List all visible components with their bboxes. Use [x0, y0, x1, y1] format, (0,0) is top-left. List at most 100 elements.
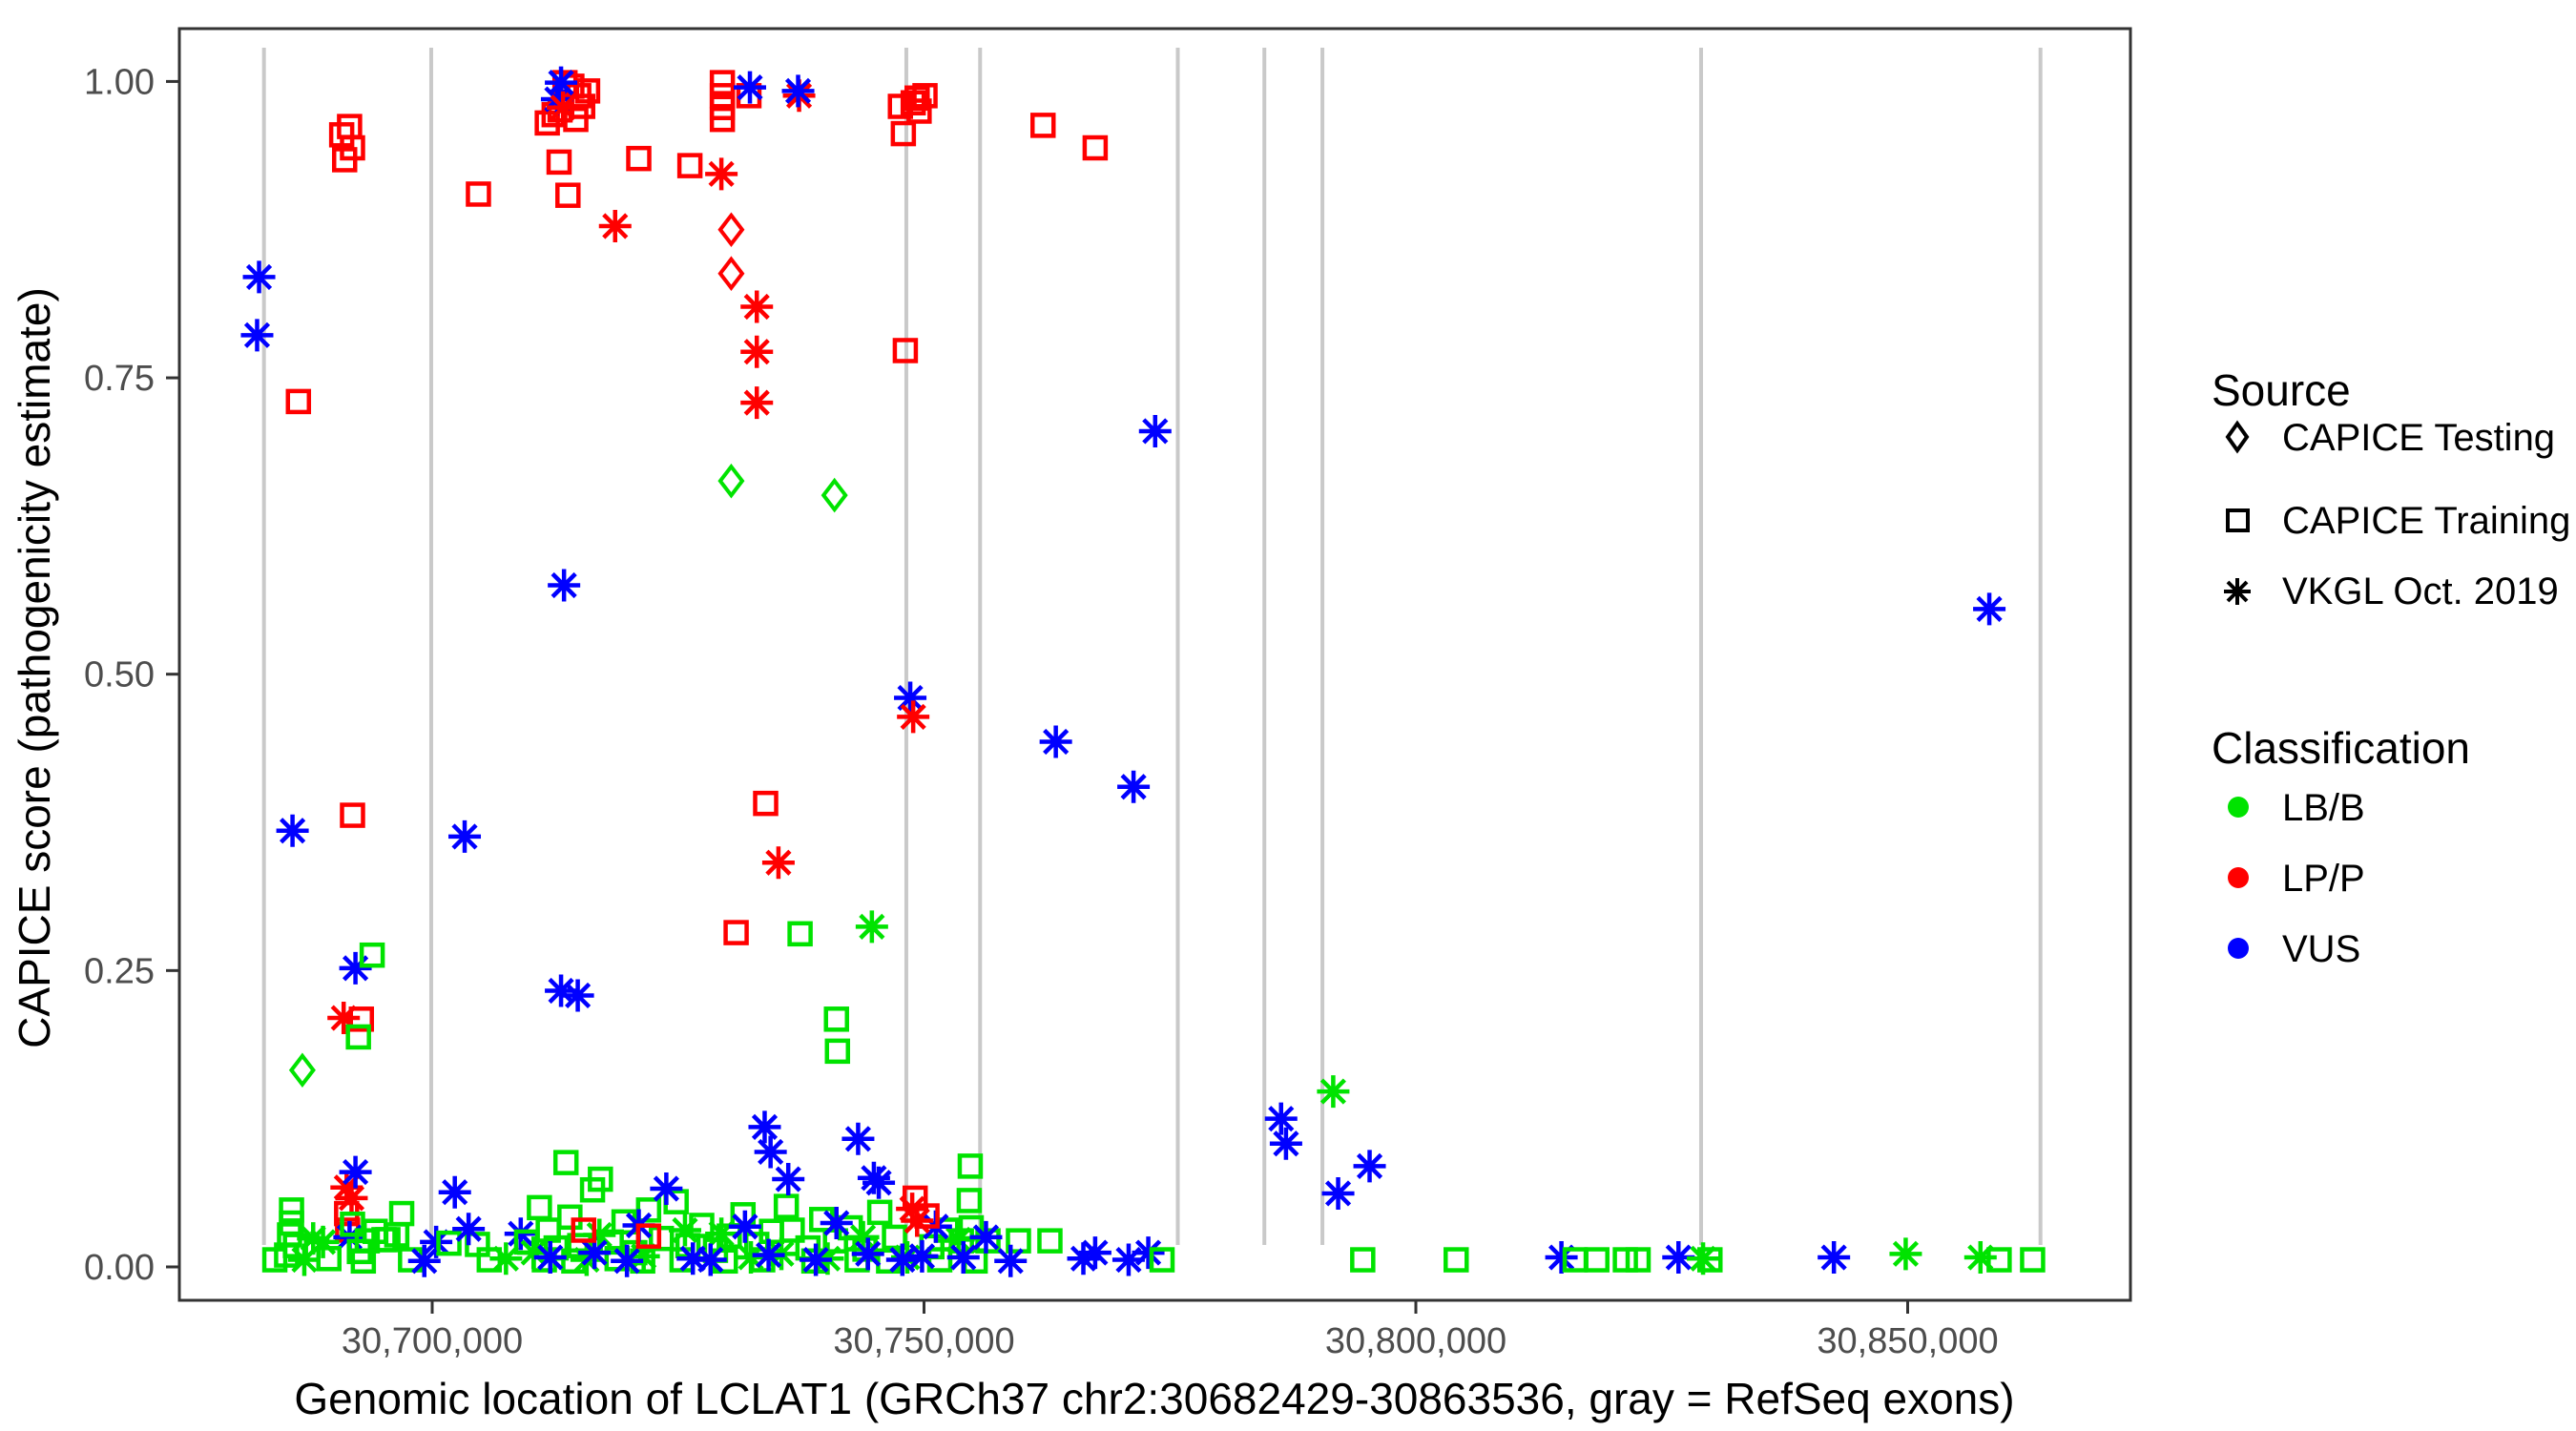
data-point-square — [555, 182, 581, 208]
data-point-square — [882, 1224, 907, 1251]
vus-color-dot-icon — [2228, 938, 2249, 959]
data-point-square — [1986, 1247, 2012, 1273]
data-point-asterisk — [1662, 1241, 1695, 1275]
data-point-square — [337, 114, 363, 139]
data-point-asterisk — [598, 209, 632, 242]
data-point-square — [787, 921, 813, 947]
data-point-asterisk — [752, 1238, 785, 1272]
data-point-square — [823, 1006, 849, 1032]
data-point-square — [890, 120, 917, 147]
data-point-asterisk — [748, 1110, 781, 1144]
data-point-asterisk — [896, 1192, 929, 1226]
data-point-square — [753, 790, 779, 817]
data-point-asterisk — [857, 1161, 890, 1194]
data-point-asterisk — [420, 1225, 453, 1258]
y-tick-label: 0.00 — [84, 1248, 155, 1288]
data-point-square — [571, 1217, 597, 1243]
legend-source-title: Source — [2212, 365, 2351, 415]
data-point-square — [261, 1247, 288, 1273]
data-point-square — [1444, 1247, 1469, 1273]
data-point-asterisk — [761, 846, 795, 880]
data-point-asterisk — [242, 260, 276, 294]
data-point-square — [912, 83, 938, 109]
data-point-square — [709, 106, 736, 133]
data-point-asterisk — [339, 951, 372, 985]
lpp-color-dot-icon — [2228, 867, 2249, 888]
data-point-asterisk — [287, 1243, 321, 1276]
data-point-square — [824, 1038, 851, 1065]
x-tick-label: 30,800,000 — [1325, 1321, 1506, 1361]
data-point-square — [773, 1193, 800, 1219]
data-point-asterisk — [705, 157, 738, 191]
data-point-asterisk — [1963, 1241, 1997, 1275]
data-point-square — [809, 1207, 835, 1233]
data-point-square — [1625, 1247, 1652, 1273]
data-point-asterisk — [740, 290, 774, 323]
data-point-square — [1037, 1228, 1063, 1254]
data-point-asterisk — [561, 979, 594, 1012]
data-point-asterisk — [330, 1171, 364, 1204]
data-point-square — [611, 1209, 637, 1235]
refseq-exon-guides — [261, 48, 2043, 1245]
data-point-asterisk — [820, 1207, 853, 1240]
data-point-asterisk — [611, 1244, 644, 1277]
data-point-asterisk — [894, 681, 927, 715]
data-point-asterisk — [517, 1236, 551, 1270]
data-point-square — [1612, 1247, 1638, 1273]
data-point-asterisk — [1269, 1127, 1302, 1160]
data-point-asterisk — [1353, 1150, 1386, 1183]
data-point-asterisk — [335, 1181, 368, 1214]
data-point-square — [663, 1189, 689, 1214]
data-point-asterisk — [545, 974, 578, 1007]
asterisk-icon — [2224, 578, 2251, 605]
data-point-asterisk — [754, 1135, 787, 1169]
data-point-asterisk — [1321, 1176, 1355, 1210]
data-point-square — [535, 1217, 561, 1243]
legend-classification: Classification LB/B LP/P VUS — [2212, 723, 2470, 970]
data-point-square — [375, 1227, 401, 1253]
data-point-asterisk — [851, 1237, 884, 1271]
square-icon — [2226, 508, 2250, 532]
data-point-asterisk — [772, 1163, 805, 1196]
data-point-square — [1350, 1247, 1376, 1273]
data-point-asterisk — [740, 386, 774, 420]
data-point-square — [887, 93, 914, 119]
y-tick-label: 0.75 — [84, 359, 155, 399]
data-point-diamond — [717, 212, 745, 248]
data-point-asterisk — [1078, 1236, 1111, 1270]
y-axis-title: CAPICE score (pathogenicity estimate) — [10, 287, 59, 1048]
data-point-asterisk — [333, 1220, 366, 1254]
y-tick-label: 0.50 — [84, 655, 155, 695]
y-axis: 0.00 0.25 0.50 0.75 1.00 — [84, 62, 179, 1288]
data-points — [240, 66, 2046, 1277]
data-point-square — [648, 1225, 675, 1252]
data-point-asterisk — [905, 1239, 939, 1273]
legend-class-item-label: VUS — [2282, 928, 2360, 970]
data-point-square — [588, 1166, 613, 1192]
data-point-square — [892, 338, 919, 363]
data-point-square — [359, 942, 385, 968]
x-axis: 30,700,000 30,750,000 30,800,000 30,850,000 — [342, 1300, 1999, 1361]
data-point-asterisk — [448, 819, 482, 853]
data-point-asterisk — [1138, 414, 1172, 447]
data-point-square — [466, 181, 491, 207]
data-point-asterisk — [1117, 770, 1151, 803]
data-point-asterisk — [855, 910, 888, 944]
data-point-asterisk — [548, 569, 581, 602]
data-point-square — [779, 1217, 805, 1243]
data-point-asterisk — [650, 1172, 683, 1205]
data-point-asterisk — [276, 814, 309, 847]
legend-source: Source CAPICE Testing CAPICE Training VK… — [2212, 365, 2570, 612]
legend-class-item-label: LB/B — [2282, 787, 2365, 829]
data-point-asterisk — [734, 71, 767, 104]
data-point-square — [906, 98, 932, 124]
data-point-diamond — [821, 477, 848, 513]
y-tick-label: 1.00 — [84, 62, 155, 102]
data-point-asterisk — [728, 1210, 761, 1243]
data-point-asterisk — [545, 66, 578, 99]
x-tick-label: 30,850,000 — [1817, 1321, 1998, 1361]
legend-class-item-label: LP/P — [2282, 858, 2365, 900]
lbb-color-dot-icon — [2228, 797, 2249, 818]
data-point-square — [904, 85, 930, 112]
data-point-asterisk — [946, 1241, 980, 1275]
